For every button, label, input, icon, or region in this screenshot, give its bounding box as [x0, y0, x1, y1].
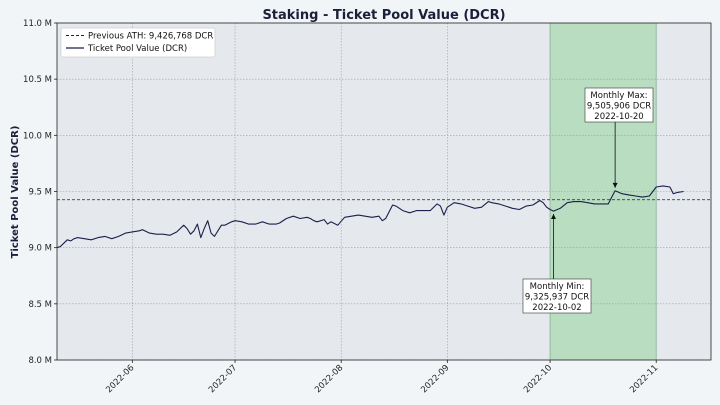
legend: Previous ATH: 9,426,768 DCR Ticket Pool … [60, 27, 216, 58]
legend-item-ticket-pool: Ticket Pool Value (DCR) [87, 44, 187, 54]
annotation-arrowhead-max [612, 182, 618, 188]
chart-title: Staking - Ticket Pool Value (DCR) [262, 8, 505, 23]
annotation-text-max: 9,505,906 DCR [587, 102, 651, 112]
y-tick-label: 8.0 M [28, 356, 52, 366]
y-tick-label: 10.0 M [23, 131, 52, 141]
y-tick-label: 10.5 M [23, 75, 52, 85]
y-axis-label: Ticket Pool Value (DCR) [10, 126, 21, 259]
annotation-text-min: 2022-10-02 [532, 303, 581, 313]
legend-item-previous-ath: Previous ATH: 9,426,768 DCR [88, 32, 213, 42]
y-tick-label: 11.0 M [23, 19, 52, 29]
y-tick-label: 9.0 M [28, 244, 52, 254]
y-tick-label: 8.5 M [28, 300, 52, 310]
annotation-arrowhead-min [550, 214, 556, 220]
annotation-text-max: 2022-10-20 [594, 112, 643, 122]
annotation-text-min: Monthly Min: [530, 282, 585, 292]
y-tick-label: 9.5 M [28, 188, 52, 198]
annotation-text-max: Monthly Max: [590, 91, 647, 101]
annotation-box-max [584, 87, 654, 123]
series-layer [56, 185, 684, 249]
annotation-text-min: 9,325,937 DCR [525, 293, 589, 303]
legend-box [60, 27, 216, 58]
annotation-box-min [522, 278, 592, 314]
series-line-ticket-pool [56, 185, 684, 249]
